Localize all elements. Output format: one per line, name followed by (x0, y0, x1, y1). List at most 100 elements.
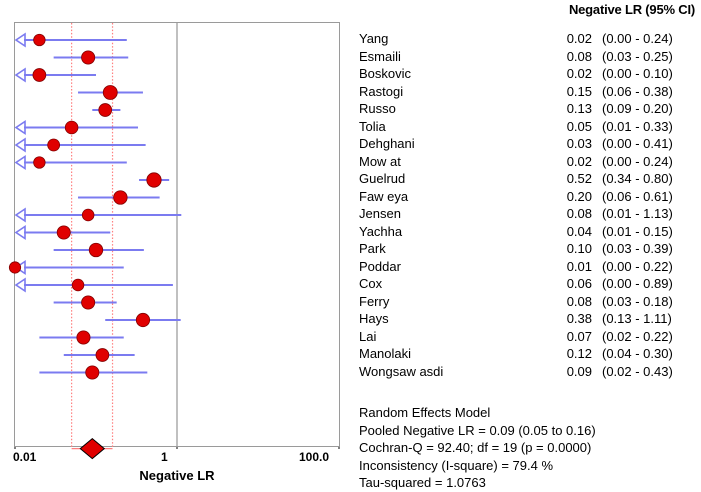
study-confidence-interval-text: (0.03 - 0.18) (602, 293, 673, 309)
table-row: Rastogi 0.15 (0.06 - 0.38) (350, 84, 695, 102)
table-row: Jensen 0.08 (0.01 - 1.13) (350, 206, 695, 224)
summary-line: Random Effects Model (359, 405, 491, 420)
results-table-panel: Negative LR (95% CI) Yang 0.02 (0.00 - 0.2… (350, 0, 701, 491)
study-confidence-interval-text: (0.00 - 0.24) (602, 153, 673, 169)
study-estimate-value: 0.07 (566, 328, 592, 344)
forest-row (14, 32, 127, 48)
table-row: Esmaili 0.08 (0.03 - 0.25) (350, 49, 695, 67)
ci-left-arrowhead-icon (14, 155, 26, 170)
study-confidence-interval-text: (0.09 - 0.20) (602, 101, 673, 116)
table-column-header: Negative LR (95% CI) (568, 2, 695, 17)
table-row: Wongsaw asdi 0.09 (0.02 - 0.43) (350, 364, 695, 382)
forest-row (53, 295, 117, 310)
study-confidence-interval-text: (0.00 - 0.10) (602, 66, 673, 81)
study-name: Russo (359, 101, 396, 116)
study-name: Guelrud (359, 171, 406, 186)
study-point-estimate-marker (56, 225, 71, 240)
table-row: Yachha 0.04 (0.01 - 0.15) (350, 224, 695, 242)
table-row: Russo 0.13 (0.09 - 0.20) (350, 101, 695, 119)
study-point-estimate-marker (32, 68, 47, 82)
study-point-estimate-marker (76, 330, 91, 345)
study-point-estimate-marker (135, 312, 151, 328)
study-name: Manolaki (359, 346, 412, 361)
forest-row (78, 190, 160, 205)
study-confidence-interval-text: (0.06 - 0.38) (602, 83, 673, 99)
study-confidence-interval-text: (0.00 - 0.24) (602, 31, 673, 46)
table-row: Cox 0.06 (0.00 - 0.89) (350, 276, 695, 294)
forest-row (14, 207, 182, 223)
pooled-estimate-diamond (79, 437, 106, 460)
study-name: Mow at (359, 153, 401, 169)
study-point-estimate-marker (33, 156, 46, 169)
study-point-estimate-marker (146, 172, 162, 188)
study-name: Lai (359, 328, 377, 344)
ci-left-arrowhead-icon (14, 67, 26, 83)
table-row: Manolaki 0.12 (0.04 - 0.30) (350, 346, 695, 364)
ci-left-arrowhead-icon (14, 32, 26, 48)
study-name: Dehghani (359, 136, 415, 151)
study-estimate-value: 0.15 (566, 83, 592, 99)
forest-row (14, 277, 173, 293)
study-name: Yachha (359, 223, 403, 239)
study-confidence-interval-text: (0.00 - 0.89) (602, 276, 673, 291)
table-row: Lai 0.07 (0.02 - 0.22) (350, 329, 695, 347)
forest-plot-canvas (8, 23, 340, 460)
study-estimate-value: 0.08 (566, 206, 592, 221)
axis-tick-label-min: 0.01 (13, 450, 37, 464)
study-estimate-value: 0.52 (566, 171, 592, 186)
study-confidence-interval-text: (0.03 - 0.25) (602, 48, 673, 64)
study-estimate-value: 0.20 (566, 188, 592, 204)
study-estimate-value: 0.04 (566, 223, 592, 239)
forest-row (14, 137, 146, 153)
table-row: Guelrud 0.52 (0.34 - 0.80) (350, 171, 695, 189)
meta-analysis-summary: Random Effects Model Pooled Negative LR =… (359, 404, 596, 492)
study-point-estimate-marker (81, 50, 96, 65)
forest-plot-panel: 0.01 1 100.0 Negative LR (0, 0, 350, 491)
forest-row (53, 242, 144, 258)
summary-line: Tau-squared = 1.0763 (359, 475, 486, 490)
study-estimate-value: 0.13 (566, 101, 592, 116)
table-row: Yang 0.02 (0.00 - 0.24) (350, 31, 695, 49)
ci-left-arrowhead-icon (14, 207, 26, 223)
x-axis-title: Negative LR (139, 468, 215, 483)
forest-row (139, 172, 170, 188)
table-row: Hays 0.38 (0.13 - 1.11) (350, 311, 695, 329)
summary-line: Inconsistency (I-square) = 79.4 % (359, 457, 554, 473)
table-row: Tolia 0.05 (0.01 - 0.33) (350, 119, 695, 137)
study-estimate-value: 0.02 (566, 66, 592, 81)
study-confidence-interval-text: (0.00 - 0.22) (602, 258, 673, 274)
forest-row (14, 155, 127, 170)
study-estimate-value: 0.02 (566, 31, 592, 46)
study-name: Tolia (359, 118, 386, 134)
table-row: Ferry 0.08 (0.03 - 0.18) (350, 294, 695, 312)
study-confidence-interval-text: (0.04 - 0.30) (602, 346, 673, 361)
study-name: Boskovic (359, 66, 412, 81)
study-point-estimate-marker (8, 261, 22, 274)
table-row: Park 0.10 (0.03 - 0.39) (350, 241, 695, 259)
study-name: Faw eya (359, 188, 409, 204)
study-confidence-interval-text: (0.00 - 0.41) (602, 136, 673, 151)
ci-left-arrowhead-icon (14, 225, 26, 240)
study-estimate-value: 0.12 (566, 346, 592, 361)
table-row: Mow at 0.02 (0.00 - 0.24) (350, 154, 695, 172)
study-estimate-value: 0.03 (566, 136, 592, 151)
study-confidence-interval-text: (0.02 - 0.43) (602, 363, 673, 379)
table-row: Dehghani 0.03 (0.00 - 0.41) (350, 136, 695, 154)
ci-left-arrowhead-icon (14, 120, 26, 135)
study-point-estimate-marker (113, 190, 128, 205)
study-point-estimate-marker (102, 85, 118, 100)
study-estimate-value: 0.08 (566, 48, 592, 64)
study-estimate-value: 0.09 (566, 363, 592, 379)
study-point-estimate-marker (71, 278, 85, 292)
study-estimate-value: 0.08 (566, 293, 592, 309)
forest-row (53, 50, 129, 65)
study-confidence-interval-text: (0.13 - 1.11) (602, 311, 672, 326)
axis-tick-label-one: 1 (161, 450, 168, 464)
study-name: Park (359, 241, 386, 256)
study-estimate-value: 0.05 (566, 118, 592, 134)
forest-row (105, 312, 181, 328)
summary-line: Cochran-Q = 92.40; df = 19 (p = 0.0000) (359, 440, 592, 455)
study-confidence-interval-text: (0.03 - 0.39) (602, 241, 673, 256)
plot-frame (14, 22, 340, 447)
study-point-estimate-marker (88, 242, 104, 258)
